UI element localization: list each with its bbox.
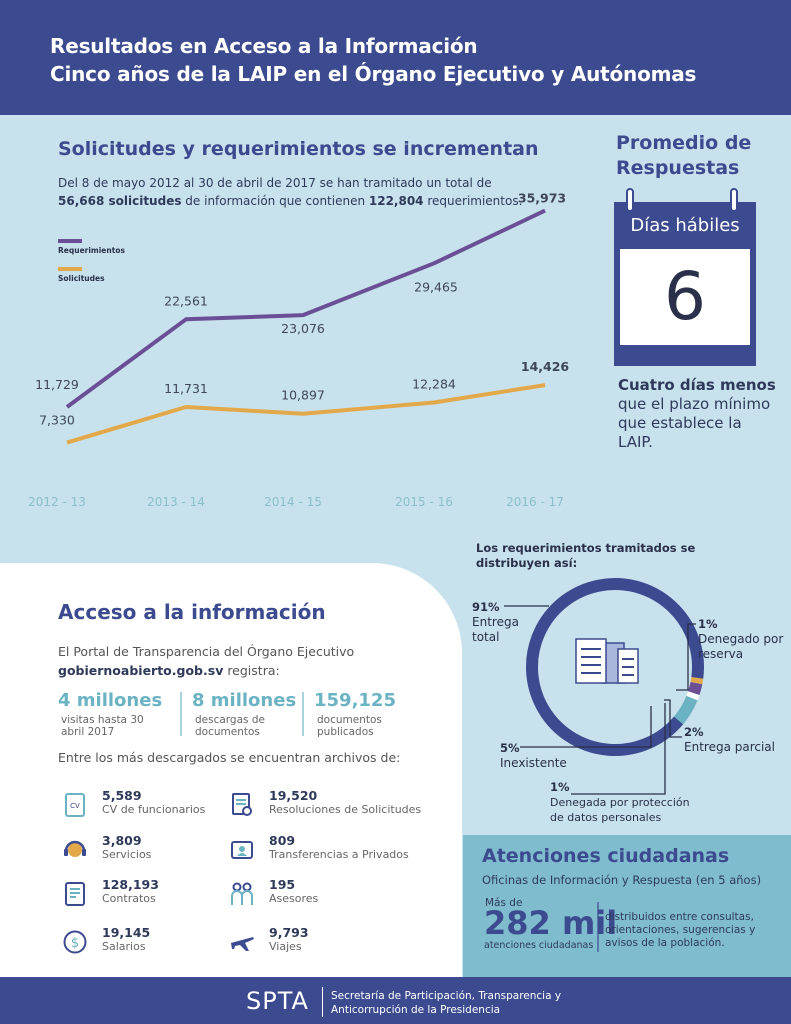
advisors-icon xyxy=(231,882,253,905)
atenciones-title: Atenciones ciudadanas xyxy=(482,845,730,867)
data-label: 14,426 xyxy=(521,359,570,374)
svg-text:$: $ xyxy=(71,936,79,951)
portal-text: El Portal de Transparencia del Órgano Ej… xyxy=(58,644,355,678)
x-tick-label: 2013 - 14 xyxy=(147,495,205,509)
data-label: 10,897 xyxy=(281,388,325,403)
x-tick-label: 2012 - 13 xyxy=(28,495,86,509)
service-headset-icon xyxy=(64,840,86,857)
legend-label: Solicitudes xyxy=(58,274,105,283)
donut-segment xyxy=(688,681,703,696)
stat-documentos: 159,125 documentos publicados xyxy=(314,690,396,738)
data-label: 11,731 xyxy=(164,381,208,396)
data-label: 11,729 xyxy=(35,377,79,392)
line-chart: 11,729 22,561 23,076 29,465 35,973 7,330 11,73… xyxy=(28,191,570,509)
promedio-title: Promedio de Respuestas xyxy=(616,132,752,179)
data-label: 35,973 xyxy=(518,191,566,206)
atenciones-distributed-text: distribuidos entre consultas, orientacio… xyxy=(605,911,756,949)
atenciones-divider xyxy=(597,902,599,952)
stat-divider xyxy=(180,692,182,736)
donut-segment xyxy=(673,695,698,725)
chart-intro-text: Del 8 de mayo 2012 al 30 de abril de 201… xyxy=(58,176,523,208)
footer-divider xyxy=(322,987,323,1017)
footer-bar xyxy=(0,977,791,1024)
data-label: 29,465 xyxy=(414,279,458,294)
distribution-title: Los requerimientos tramitados se distrib… xyxy=(476,541,696,570)
footer-text: Secretaría de Participación, Transparenc… xyxy=(331,990,562,1016)
documents-icon xyxy=(575,638,639,684)
header-title-line2: Cinco años de la LAIP en el Órgano Ejecu… xyxy=(50,62,697,86)
cv-document-icon: CV xyxy=(65,793,85,817)
data-label: 7,330 xyxy=(39,413,75,428)
atenciones-panel xyxy=(463,835,791,977)
x-tick-label: 2016 - 17 xyxy=(506,495,564,509)
dist-label-entrega-parcial: 2% Entrega parcial xyxy=(684,725,775,754)
stat-visitas: 4 millones visitas hasta 30 abril 2017 xyxy=(58,690,163,738)
x-tick-label: 2014 - 15 xyxy=(264,495,322,509)
calendar-ring-icon xyxy=(730,188,738,212)
data-label: 23,076 xyxy=(281,321,325,336)
donut-segment xyxy=(686,691,700,701)
chart-section-title: Solicitudes y requerimientos se incremen… xyxy=(58,138,539,160)
distribution-donut xyxy=(526,578,704,756)
series-line-requerimientos xyxy=(65,208,546,409)
stat-divider xyxy=(302,692,304,736)
x-tick-label: 2015 - 16 xyxy=(395,495,453,509)
footer-logo: SPTA xyxy=(246,987,309,1015)
dist-label-denegada-datos: 1% Denegada por protección de datos perso… xyxy=(550,780,690,824)
calendar-label: Días hábiles xyxy=(630,215,740,236)
atenciones-subtitle: Oficinas de Información y Respuesta (en … xyxy=(482,873,762,887)
donut-segment xyxy=(690,677,704,685)
resolution-document-icon xyxy=(232,793,252,816)
dist-label-inexistente: 5% Inexistente xyxy=(500,741,567,770)
dist-label-denegado-reserva: 1% Denegado por reserva xyxy=(698,617,784,661)
donut-segment xyxy=(526,578,704,756)
data-label: 12,284 xyxy=(412,376,456,391)
data-label: 22,561 xyxy=(164,293,208,308)
header-banner xyxy=(0,0,791,115)
atenciones-label: atenciones ciudadanas xyxy=(484,940,594,951)
atenciones-big-number: 282 mil xyxy=(484,904,618,942)
acceso-panel xyxy=(0,563,462,977)
calendar-page xyxy=(620,249,750,345)
svg-text:CV: CV xyxy=(70,802,80,810)
transfer-icon xyxy=(231,841,253,859)
dist-label-entrega-total: 91% Entrega total xyxy=(472,600,519,644)
dollar-icon: $ xyxy=(63,930,87,954)
header-title-line1: Resultados en Acceso a la Información xyxy=(50,34,478,58)
airplane-icon xyxy=(231,937,254,951)
legend-label: Requerimientos xyxy=(58,246,125,255)
stat-descargas: 8 millones descargas de documentos xyxy=(192,690,297,738)
distribution-leader-lines xyxy=(504,605,696,795)
series-line-solicitudes xyxy=(66,383,546,445)
calendar-days-number: 6 xyxy=(664,258,706,335)
downloads-intro: Entre los más descargados se encuentran … xyxy=(58,750,401,765)
atenciones-mas-de: Más de xyxy=(485,897,523,909)
acceso-title: Acceso a la información xyxy=(58,600,326,624)
calendar-ring-icon xyxy=(626,188,634,212)
promedio-note: Cuatro días menos que el plazo mínimo qu… xyxy=(618,376,776,451)
contract-icon xyxy=(65,882,85,906)
